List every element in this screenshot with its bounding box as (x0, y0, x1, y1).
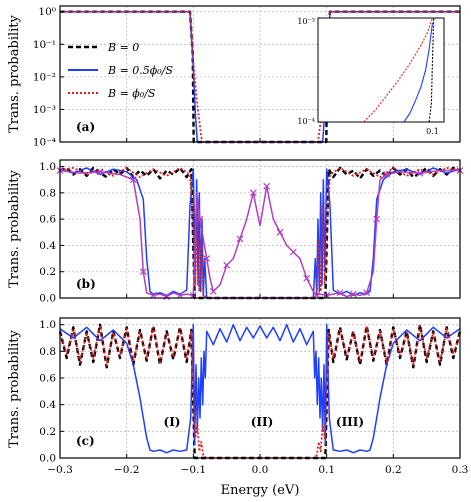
x-axis-label: Energy (eV) (221, 483, 300, 498)
xtick-label-3: 0.0 (252, 464, 269, 476)
series-line-2-2 (59, 325, 461, 459)
panel-label-c: (c) (76, 434, 95, 448)
series-marker-1-2 (96, 168, 104, 176)
series-marker-1-4 (129, 176, 137, 184)
series-marker-1-30 (276, 228, 284, 236)
region-label-1: (I) (164, 415, 181, 429)
ytick-label-2-1: 0.8 (39, 346, 56, 358)
y-axis-label-c: Trans. probability (7, 329, 22, 447)
series-marker-1-28 (263, 182, 271, 190)
legend-label-bhalf: B = 0.5ϕ₀/S (107, 64, 173, 77)
ytick-label-1-4: 0.2 (39, 266, 56, 278)
series-marker-1-44 (363, 289, 371, 297)
ytick-label-0-4: 10⁻⁴ (33, 137, 56, 149)
ytick-label-0-0: 10⁰ (38, 6, 56, 18)
xtick-label-1: −0.2 (114, 464, 140, 476)
series-marker-1-46 (373, 215, 381, 223)
series-marker-1-20 (209, 288, 217, 295)
inset-series-1 (403, 22, 434, 123)
panel-label-a: (a) (76, 120, 95, 134)
series-marker-1-32 (289, 248, 297, 256)
series-marker-1-16 (196, 215, 204, 223)
legend: B = 0 B = 0.5ϕ₀/S B = ϕ₀/S (68, 41, 173, 100)
region-label-3: (III) (336, 415, 364, 429)
series-marker-1-34 (303, 274, 311, 282)
series-marker-1-24 (236, 235, 244, 243)
series-marker-1-6 (139, 268, 147, 276)
ytick-label-1-0: 1.0 (39, 161, 56, 173)
series-marker-1-42 (349, 290, 357, 298)
series-marker-1-40 (336, 289, 344, 297)
ytick-label-1-1: 0.8 (39, 187, 56, 199)
ytick-label-2-2: 0.6 (39, 373, 56, 385)
xtick-label-5: 0.2 (385, 464, 402, 476)
region-label-2: (II) (251, 415, 274, 429)
xtick-label-0: −0.3 (47, 464, 73, 476)
series-marker-1-50 (416, 169, 424, 177)
ytick-label-1-2: 0.6 (39, 214, 56, 226)
series-marker-1-36 (313, 291, 321, 299)
series-marker-1-18 (203, 255, 211, 262)
series-marker-1-48 (383, 171, 391, 178)
text-layer: Energy (eV) Trans. probability Trans. pr… (7, 14, 364, 498)
inset-series-2 (363, 17, 434, 123)
inset-xtick-label: 0.1 (426, 127, 439, 136)
series-marker-1-26 (249, 189, 257, 197)
series-marker-1-8 (149, 291, 157, 299)
series-marker-1-12 (176, 291, 184, 299)
ytick-label-0-1: 10⁻¹ (33, 39, 56, 51)
inset-ytick-label-bottom: 10⁻⁴ (297, 117, 315, 126)
y-axis-label-b: Trans. probability (7, 169, 22, 287)
ytick-label-2-4: 0.2 (39, 426, 56, 438)
series-marker-1-22 (223, 261, 231, 269)
ytick-label-0-2: 10⁻² (33, 71, 56, 83)
inset-ytick-label-top: 10⁻³ (297, 17, 315, 26)
legend-label-b0: B = 0 (107, 41, 139, 54)
ytick-label-1-3: 0.4 (39, 240, 56, 252)
xtick-label-4: 0.1 (318, 464, 335, 476)
xtick-label-6: 0.3 (452, 464, 469, 476)
panel-label-b: (b) (76, 277, 96, 291)
series-marker-1-10 (163, 293, 171, 301)
series-line-2-1 (59, 323, 461, 454)
y-axis-label-a: Trans. probability (7, 14, 22, 132)
frame-layer: 10⁰ 10⁻¹ 10⁻² 10⁻³ 10⁻⁴ 0.1 10⁻³ 10⁻⁴ 1.0 0.8 0.6 0… (33, 5, 469, 476)
ytick-label-2-5: 0.0 (39, 453, 56, 465)
ytick-label-1-5: 0.0 (39, 293, 56, 305)
inset-frame (317, 17, 445, 123)
legend-label-bfull: B = ϕ₀/S (107, 87, 156, 100)
axes-frame-0 (59, 5, 461, 143)
axes-frame-1 (59, 159, 461, 299)
ytick-label-0-3: 10⁻³ (33, 104, 56, 116)
ytick-label-2-0: 1.0 (39, 319, 56, 331)
xtick-label-2: −0.1 (181, 464, 207, 476)
axes-frame-2 (59, 317, 461, 459)
ytick-label-2-3: 0.4 (39, 399, 56, 411)
